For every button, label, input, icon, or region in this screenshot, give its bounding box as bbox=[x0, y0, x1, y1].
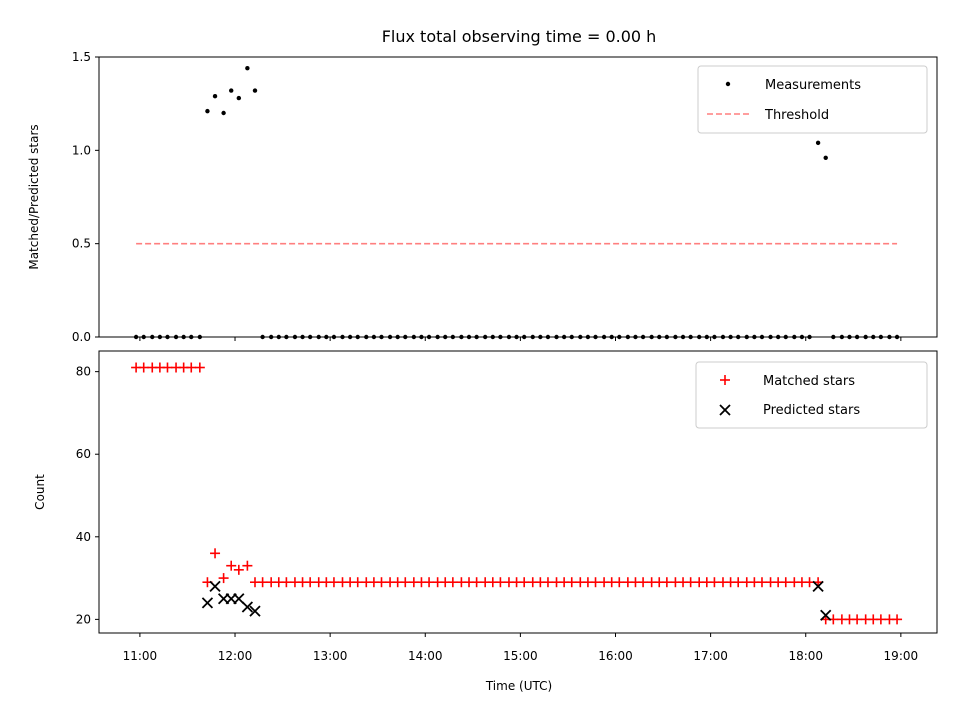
matched-star-point bbox=[328, 577, 339, 588]
measurement-point bbox=[252, 88, 258, 93]
predicted-star-point bbox=[201, 597, 214, 609]
measurement-point bbox=[236, 95, 242, 101]
bottom-plot-frame bbox=[98, 350, 938, 634]
matched-star-point bbox=[226, 560, 237, 571]
legend-measurements-label: Measurements bbox=[765, 78, 861, 93]
matched-star-point bbox=[661, 577, 672, 588]
top-y-tick-label: 0.0 bbox=[72, 330, 91, 344]
measurement-point bbox=[823, 155, 828, 160]
x-axis-label: Time (UTC) bbox=[485, 679, 552, 693]
predicted-star-point bbox=[209, 580, 221, 592]
x-tick-label: 16:00 bbox=[598, 649, 633, 663]
top-y-tick-label: 1.5 bbox=[72, 50, 91, 64]
bottom-legend-frame bbox=[695, 361, 928, 429]
predicted-star-point bbox=[820, 609, 832, 621]
matched-star-point bbox=[892, 614, 903, 625]
measurement-point bbox=[221, 110, 226, 116]
top-y-axis-label: Matched/Predicted stars bbox=[27, 124, 41, 269]
bottom-y-tick-label: 80 bbox=[76, 365, 91, 379]
top-legend: Measurements Threshold bbox=[697, 65, 928, 134]
x-tick-label: 17:00 bbox=[693, 649, 728, 663]
predicted-star-point bbox=[812, 580, 824, 592]
top-panel: 0.0 0.5 1.0 1.5 Matched/Predicted stars Mea… bbox=[27, 50, 938, 344]
matched-star-point bbox=[638, 577, 649, 588]
matched-star-point bbox=[233, 564, 244, 575]
x-tick-label: 13:00 bbox=[313, 649, 348, 663]
measurement-point bbox=[229, 88, 234, 93]
matched-star-point bbox=[756, 577, 767, 588]
top-y-tick-label: 1.0 bbox=[72, 143, 91, 157]
matched-star-point bbox=[733, 577, 744, 588]
matched-star-point bbox=[852, 614, 863, 625]
matched-star-point bbox=[162, 362, 173, 373]
matched-star-point bbox=[614, 577, 625, 588]
matched-star-point bbox=[194, 362, 205, 373]
measurement-point bbox=[815, 140, 821, 146]
matched-star-point bbox=[257, 577, 268, 588]
matched-star-point bbox=[376, 577, 387, 588]
measurement-point bbox=[245, 66, 250, 71]
matched-star-point bbox=[242, 560, 253, 571]
legend-matched-marker bbox=[720, 375, 730, 385]
matched-star-point bbox=[352, 577, 363, 588]
x-tick-label: 15:00 bbox=[503, 649, 538, 663]
matched-star-point bbox=[305, 577, 316, 588]
legend-measurements-marker bbox=[725, 81, 731, 87]
bottom-y-axis-label: Count bbox=[33, 474, 47, 510]
measurement-point bbox=[205, 108, 210, 114]
predicted-star-point bbox=[249, 605, 261, 617]
matched-star-point bbox=[780, 577, 791, 588]
legend-predicted-marker bbox=[719, 404, 731, 416]
matched-star-point bbox=[495, 577, 506, 588]
legend-predicted-label: Predicted stars bbox=[763, 403, 860, 418]
top-legend-frame bbox=[697, 65, 928, 134]
matched-star-point bbox=[218, 573, 229, 584]
bottom-panel: 20 40 60 80 11:00 12:00 13:00 14:00 15:00 16:00 1… bbox=[33, 350, 938, 693]
matched-star-point bbox=[590, 577, 601, 588]
matched-star-point bbox=[424, 577, 435, 588]
x-tick-label: 11:00 bbox=[123, 649, 158, 663]
matched-star-point bbox=[447, 577, 458, 588]
bottom-y-tick-label: 40 bbox=[76, 530, 91, 544]
legend-matched-label: Matched stars bbox=[763, 374, 855, 389]
matched-star-point bbox=[471, 577, 482, 588]
matched-star-point bbox=[519, 577, 530, 588]
x-tick-label: 18:00 bbox=[788, 649, 823, 663]
x-tick-label: 14:00 bbox=[408, 649, 443, 663]
x-tick-label: 12:00 bbox=[218, 649, 253, 663]
measurement-point bbox=[212, 94, 218, 99]
matched-star-point bbox=[138, 362, 149, 373]
predicted-star-point bbox=[241, 601, 254, 613]
bottom-y-tick-label: 60 bbox=[76, 447, 91, 461]
matched-star-point bbox=[875, 614, 886, 625]
matched-star-point bbox=[542, 577, 553, 588]
matched-star-point bbox=[281, 577, 292, 588]
matched-star-point bbox=[400, 577, 411, 588]
x-tick-label: 19:00 bbox=[884, 649, 919, 663]
matched-star-point bbox=[186, 362, 197, 373]
matched-star-point bbox=[566, 577, 577, 588]
bottom-y-tick-label: 20 bbox=[76, 612, 91, 626]
bottom-legend: Matched stars Predicted stars bbox=[695, 361, 928, 429]
top-plot-frame bbox=[98, 56, 938, 338]
matched-star-point bbox=[685, 577, 696, 588]
chart-title: Flux total observing time = 0.00 h bbox=[382, 27, 657, 46]
matched-star-point bbox=[210, 548, 221, 559]
matched-star-point bbox=[709, 577, 720, 588]
legend-threshold-label: Threshold bbox=[764, 108, 829, 123]
predicted-star-point bbox=[233, 593, 245, 605]
top-y-tick-label: 0.5 bbox=[72, 237, 91, 251]
